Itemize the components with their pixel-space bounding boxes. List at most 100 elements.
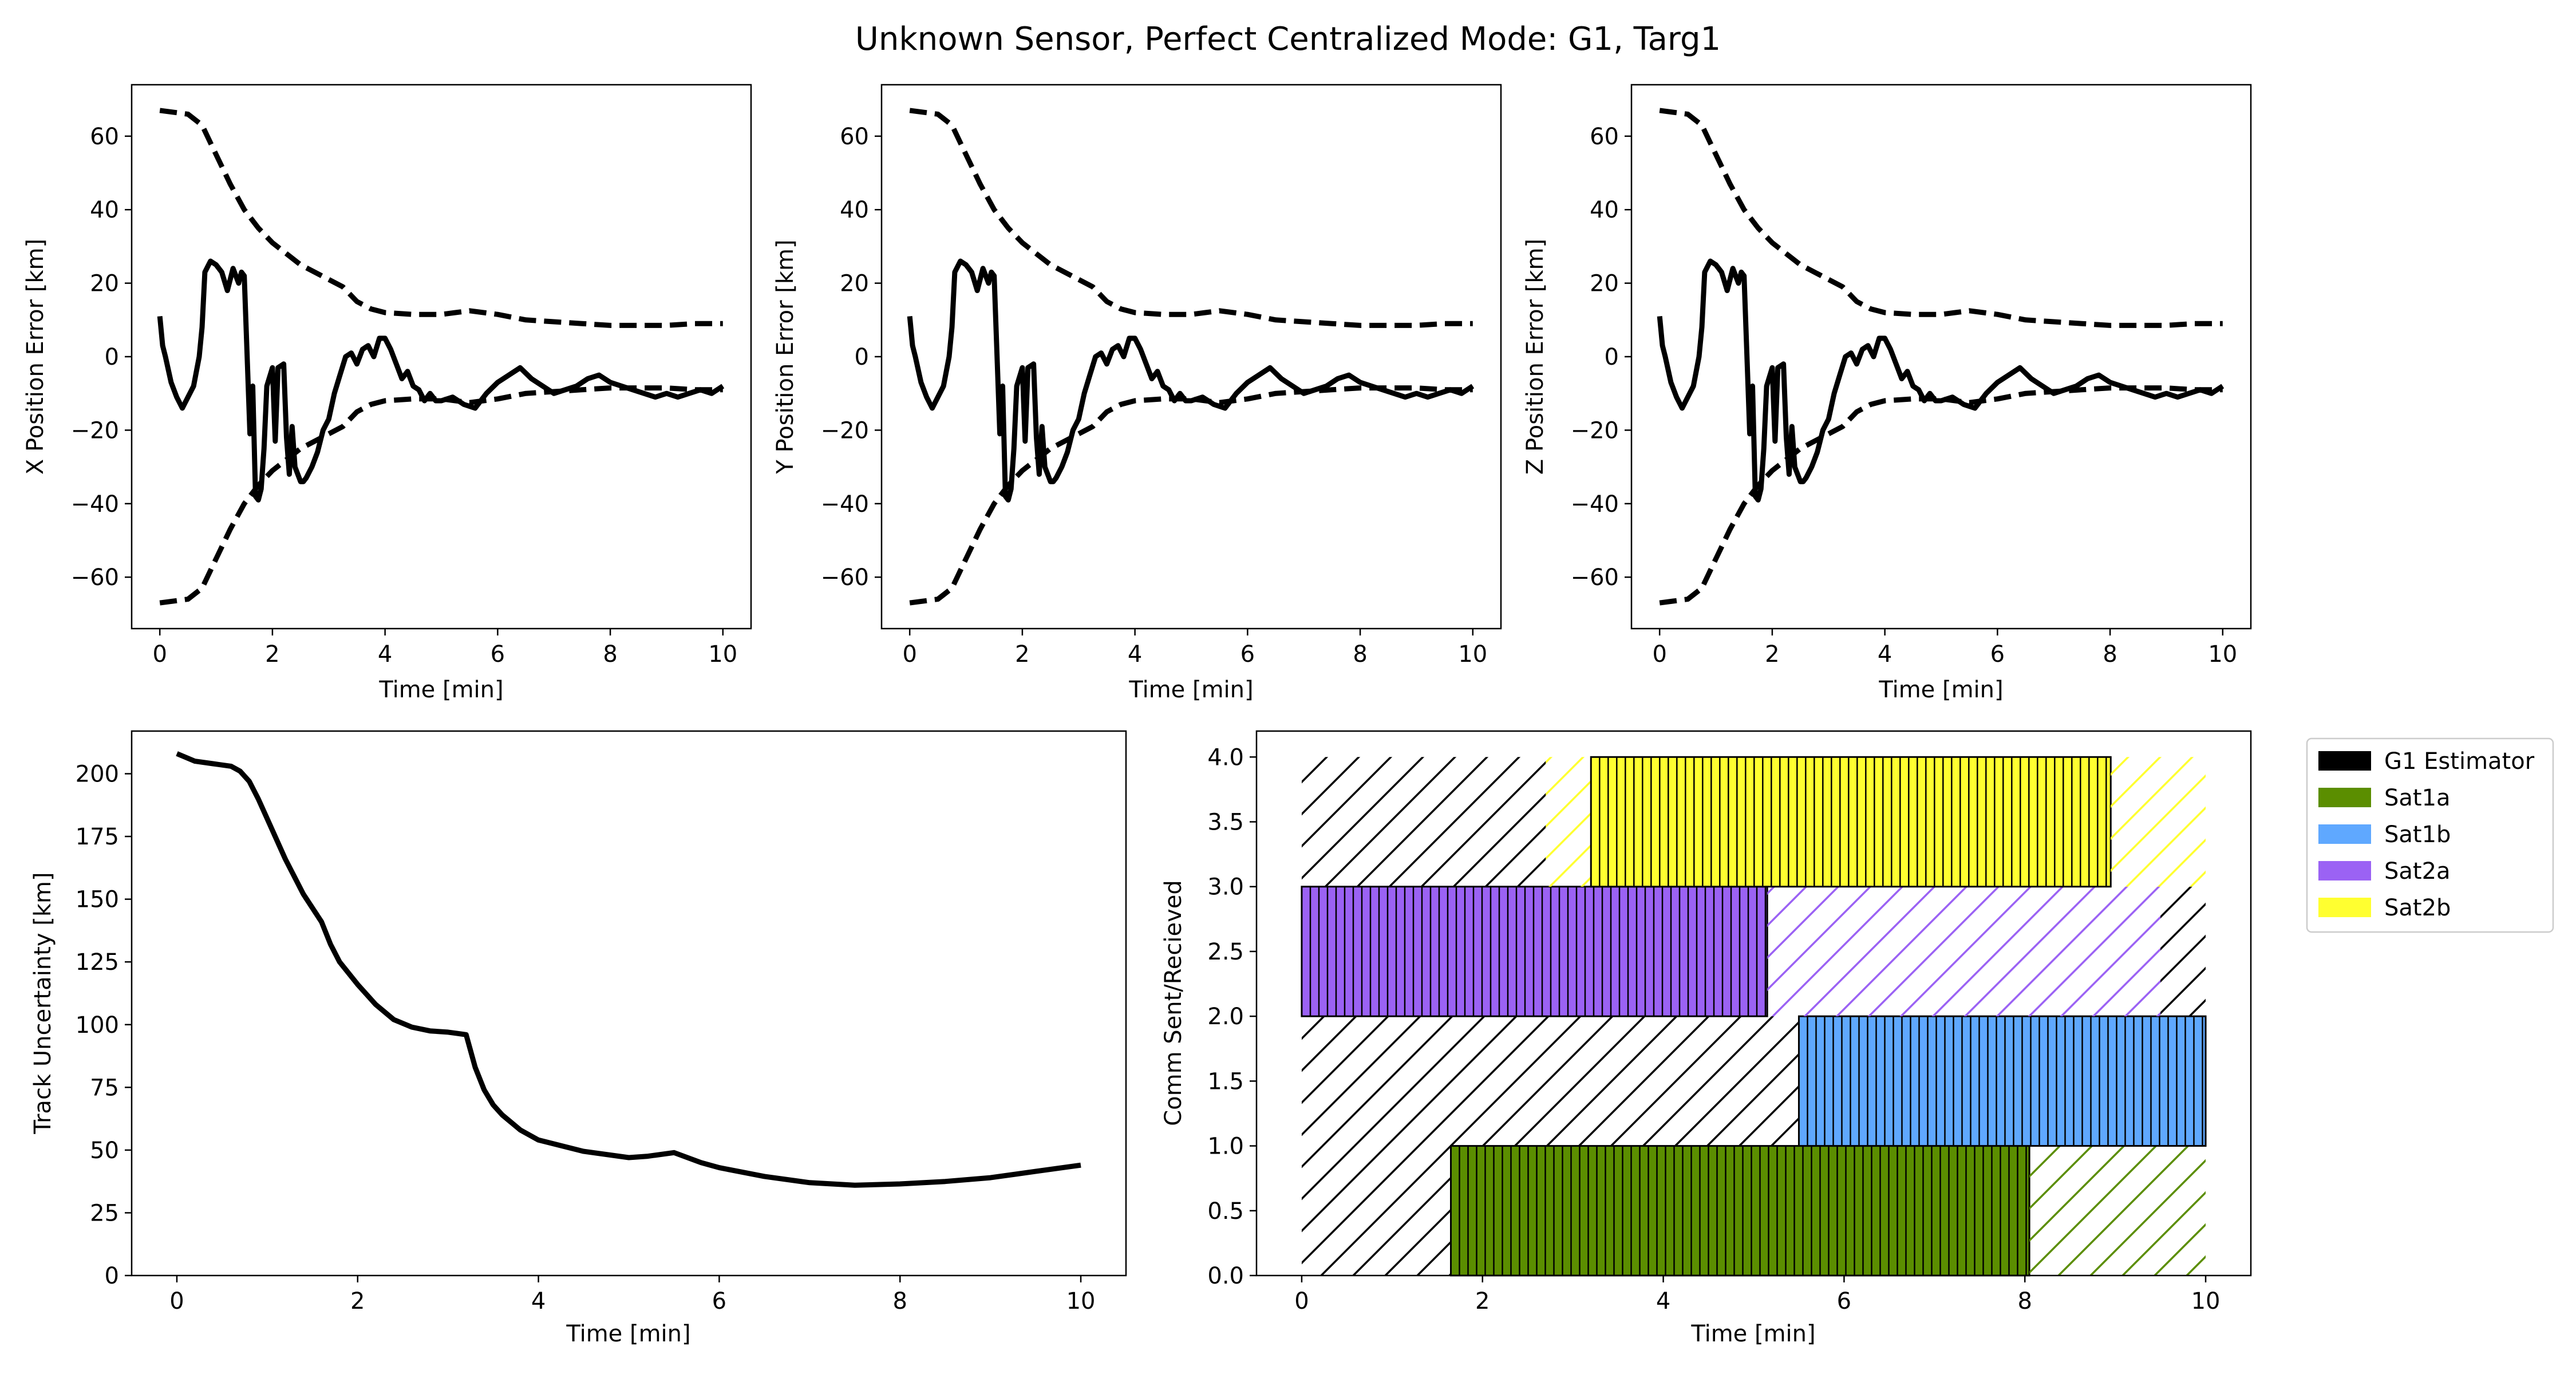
x-error-ytick-label: −20: [71, 417, 119, 444]
comm-bar-sat2b-sent-hatch: [1599, 757, 2107, 887]
y-error-ytick-label: 20: [840, 271, 869, 297]
comm-xtick-label: 2: [1475, 1288, 1490, 1314]
y-error-line-bound-upper: [909, 108, 1473, 328]
z-error-ytick-label: −40: [1571, 491, 1619, 518]
comm-xtick-label: 6: [1837, 1288, 1851, 1314]
z-error-line-bound-upper: [1659, 108, 2223, 328]
comm-ytick-label: 3.5: [1207, 810, 1244, 836]
x-error-xlabel: Time [min]: [378, 677, 503, 703]
comm-ytick-label: 0.5: [1207, 1198, 1244, 1225]
x-error-xtick-label: 4: [378, 641, 392, 668]
comm-bar-sat1b-sent-hatch: [1807, 1016, 2203, 1146]
y-error-ytick-label: −60: [821, 564, 869, 591]
legend-label-sat2a: Sat2a: [2384, 858, 2451, 885]
track-uncertainty-ytick-label: 125: [76, 949, 119, 976]
x-error-plot: Time [min] X Position Error [km] 0 2 4 6 8 10…: [22, 84, 752, 703]
z-error-xtick-label: 10: [2208, 641, 2237, 668]
comm-bar-sat1a-sent: [1450, 1145, 2030, 1277]
x-error-line-error: [157, 258, 725, 503]
comm-plot: Time [min] Comm Sent/Recieved 0 2 4 6 8 10 0.0…: [1160, 730, 2252, 1347]
z-error-frame: [1630, 84, 2252, 630]
legend-label-sat1a: Sat1a: [2384, 785, 2451, 811]
track-uncertainty-plot: Time [min] Track Uncertainty [km] 0 2 4 6 8 1…: [30, 730, 1127, 1347]
y-error-line-error: [907, 258, 1475, 503]
legend-frame: [2306, 737, 2554, 933]
x-error-ytick-label: 60: [90, 124, 119, 150]
x-error-xtick-label: 6: [491, 641, 505, 668]
legend-label-sat1b: Sat1b: [2384, 822, 2451, 848]
z-error-ytick-label: 40: [1590, 197, 1619, 223]
comm-bar-sat1a-sent-hatch: [1459, 1146, 2027, 1276]
track-uncertainty-frame: [131, 730, 1127, 1277]
comm-ytick-label: 2.5: [1207, 939, 1244, 965]
y-error-xtick-label: 0: [902, 641, 916, 668]
track-uncertainty-ytick-label: 75: [90, 1075, 119, 1101]
z-error-xtick-label: 0: [1652, 641, 1666, 668]
comm-bar-sat2b-received: [2111, 757, 2206, 887]
y-error-ytick-label: 60: [840, 124, 869, 150]
track-uncertainty-xtick-label: 4: [531, 1288, 546, 1314]
x-error-xtick-label: 2: [265, 641, 279, 668]
figure-title: Unknown Sensor, Perfect Centralized Mode…: [855, 21, 1721, 58]
comm-ytick-label: 2.0: [1207, 1004, 1244, 1030]
legend-swatch-sat1a: [2318, 788, 2371, 807]
comm-bar-sat1a-received: [2029, 1146, 2206, 1276]
x-error-ytick-label: −40: [71, 491, 119, 518]
x-error-xtick-label: 0: [152, 641, 167, 668]
y-error-plot: Time [min] Y Position Error [km] 0 2 4 6 8 10…: [772, 84, 1502, 703]
track-uncertainty-line-series: [176, 751, 1081, 1188]
comm-xtick-label: 0: [1294, 1288, 1309, 1314]
comm-ytick-label: 1.0: [1207, 1134, 1244, 1160]
z-error-ytick-label: 20: [1590, 271, 1619, 297]
track-uncertainty-xtick-label: 8: [893, 1288, 907, 1314]
y-error-line-bound-lower: [909, 385, 1473, 606]
comm-xtick-label: 4: [1656, 1288, 1670, 1314]
track-uncertainty-ytick-label: 50: [90, 1138, 119, 1164]
z-error-xtick-label: 8: [2103, 641, 2117, 668]
y-error-ylabel: Y Position Error [km]: [772, 239, 799, 474]
z-error-xtick-label: 2: [1765, 641, 1779, 668]
x-error-ytick-label: 20: [90, 271, 119, 297]
z-error-xtick-label: 4: [1878, 641, 1892, 668]
y-error-xtick-label: 8: [1353, 641, 1367, 668]
x-error-line-bound-lower: [159, 385, 723, 606]
z-error-ylabel: Z Position Error [km]: [1522, 239, 1548, 475]
comm-legend: G1 Estimator Sat1a Sat1b Sat2a Sat2b: [2306, 737, 2554, 933]
comm-bar-sat2a-received: [1767, 886, 2161, 1017]
comm-bar-g1estimator-received: [2160, 886, 2206, 1017]
track-uncertainty-xtick-label: 6: [712, 1288, 726, 1314]
z-error-line-error: [1657, 258, 2225, 503]
legend-swatch-sat2b: [2318, 898, 2371, 917]
track-uncertainty-xtick-label: 0: [169, 1288, 184, 1314]
z-error-ytick-label: 0: [1605, 344, 1619, 370]
z-error-ytick-label: 60: [1590, 124, 1619, 150]
comm-bar-g1estimator-received: [1301, 1016, 1799, 1146]
comm-xtick-label: 10: [2191, 1288, 2221, 1314]
track-uncertainty-ytick-label: 100: [76, 1012, 119, 1039]
y-error-ytick-label: 0: [855, 344, 869, 370]
z-error-line-bound-lower: [1659, 385, 2223, 606]
x-error-ytick-label: −60: [71, 564, 119, 591]
track-uncertainty-ytick-label: 150: [76, 887, 119, 913]
y-error-xlabel: Time [min]: [1128, 677, 1253, 703]
y-error-ytick-label: −40: [821, 491, 869, 518]
comm-frame: [1255, 730, 2252, 1277]
x-error-line-bound-upper: [159, 108, 723, 328]
legend-label-sat2b: Sat2b: [2384, 895, 2451, 921]
comm-ytick-label: 1.5: [1207, 1068, 1244, 1095]
comm-bar-g1estimator-received: [1301, 757, 1546, 887]
track-uncertainty-xtick-label: 10: [1066, 1288, 1096, 1314]
y-error-frame: [880, 84, 1502, 630]
comm-ytick-label: 0.0: [1207, 1263, 1244, 1289]
track-uncertainty-ytick-label: 0: [105, 1263, 119, 1289]
legend-label-g1estimator: G1 Estimator: [2384, 748, 2535, 775]
y-error-xtick-label: 4: [1128, 641, 1142, 668]
comm-xtick-label: 8: [2018, 1288, 2032, 1314]
legend-swatch-sat1b: [2318, 824, 2371, 844]
x-error-ylabel: X Position Error [km]: [22, 239, 49, 475]
track-uncertainty-ytick-label: 200: [76, 761, 119, 788]
comm-bar-sat2a-sent-hatch: [1309, 886, 1767, 1017]
y-error-xtick-label: 2: [1015, 641, 1029, 668]
track-uncertainty-xlabel: Time [min]: [566, 1321, 690, 1347]
